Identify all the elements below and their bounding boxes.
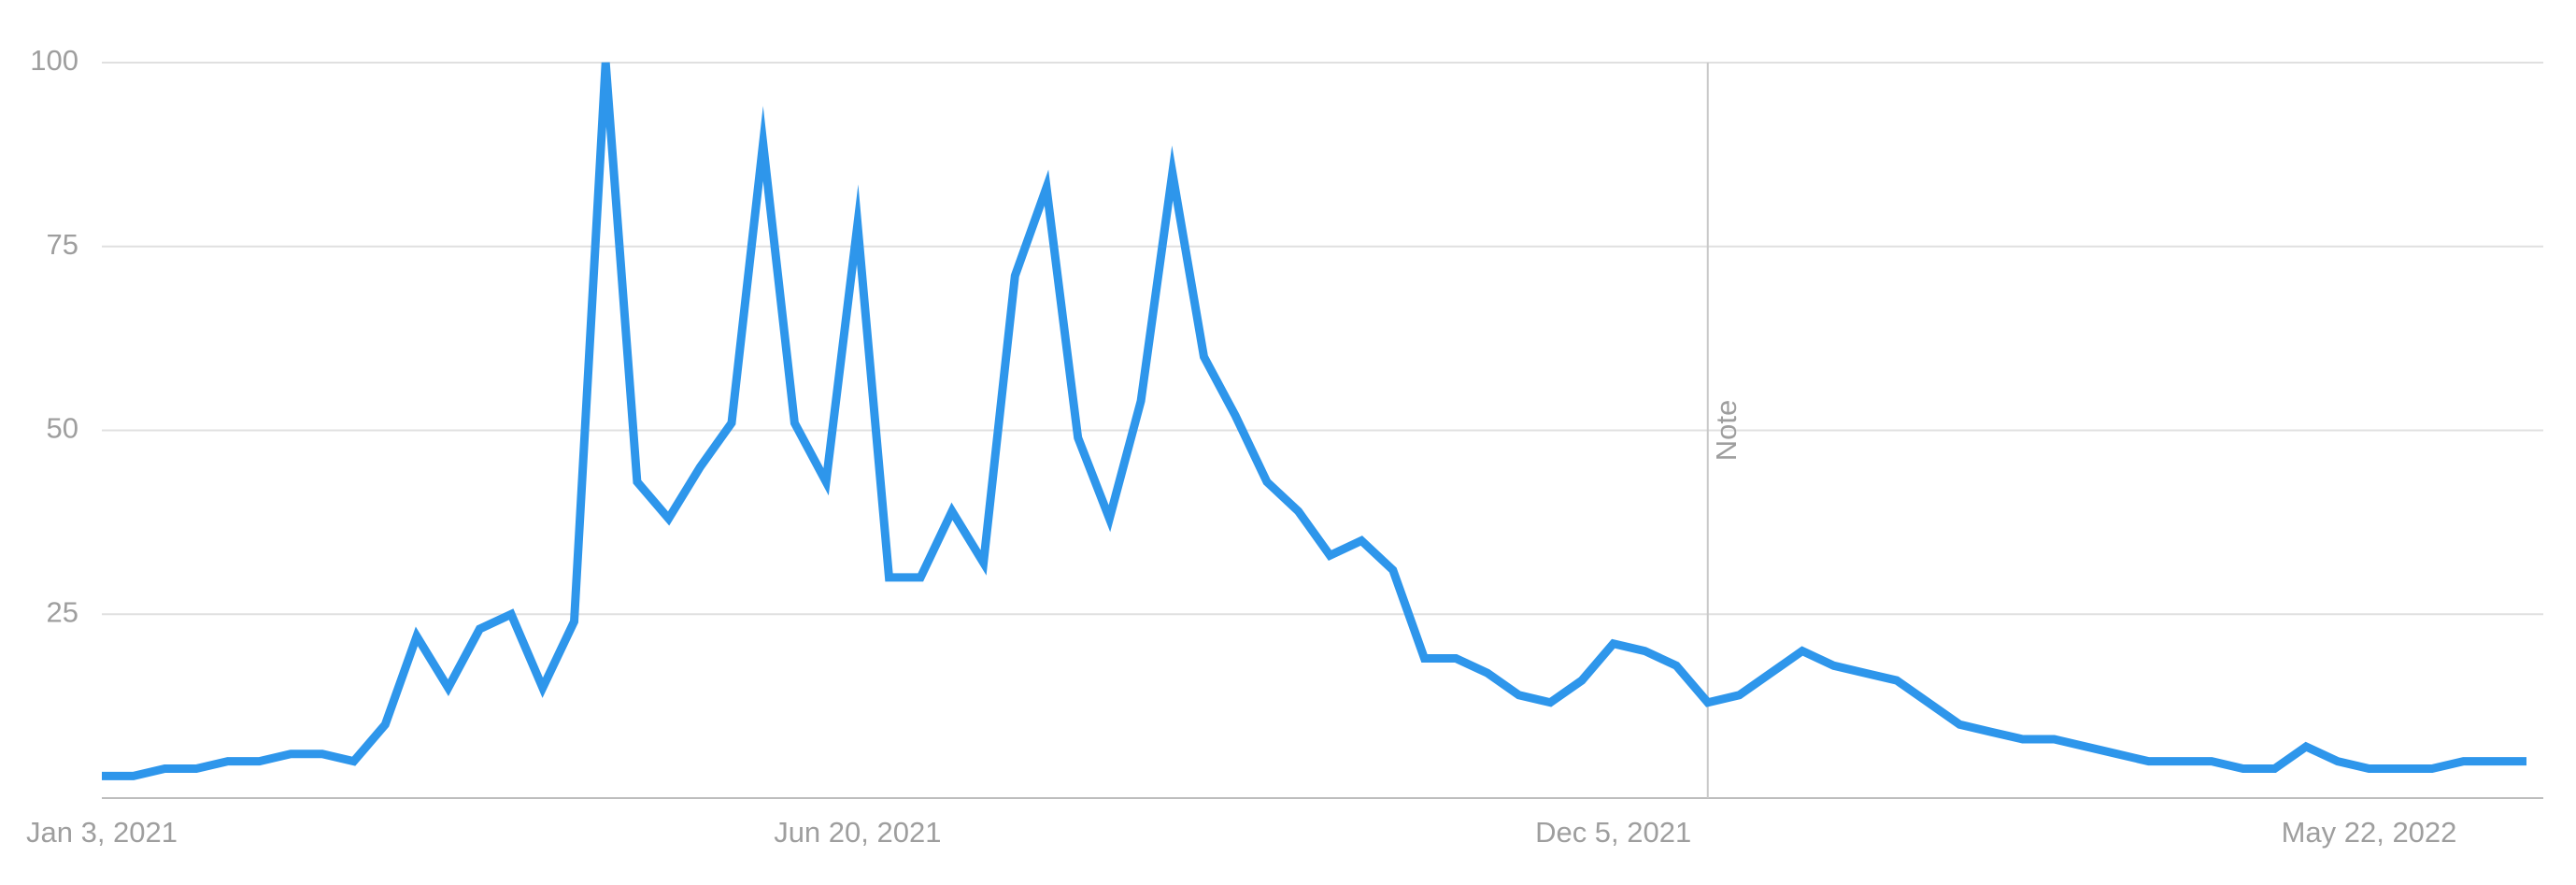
trend-line xyxy=(102,62,2526,780)
x-tick-label: Dec 5, 2021 xyxy=(1535,816,1691,849)
y-tick-label: 100 xyxy=(30,44,78,77)
y-tick-label: 50 xyxy=(47,412,78,445)
y-tick-label: 75 xyxy=(47,228,78,261)
x-tick-label: Jun 20, 2021 xyxy=(774,816,941,849)
y-tick-label: 25 xyxy=(47,595,78,628)
x-tick-label: Jan 3, 2021 xyxy=(26,816,178,849)
x-tick-label: May 22, 2022 xyxy=(2282,816,2457,849)
annotation-label: Note xyxy=(1710,400,1743,461)
